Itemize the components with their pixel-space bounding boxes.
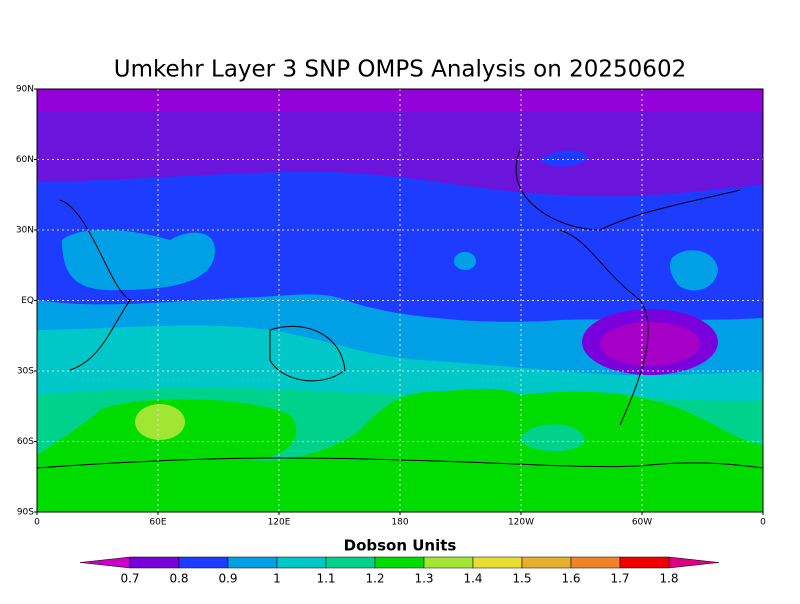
- map-frame: [36, 88, 764, 513]
- x-tick-label: 60E: [149, 518, 166, 528]
- colorbar-label: Dobson Units: [344, 537, 457, 555]
- colorbar-tick-label: 1.1: [316, 572, 335, 586]
- colorbar-tick-label: 1.6: [561, 572, 580, 586]
- x-tick-label: 120W: [508, 518, 534, 528]
- colorbar-tick-label: 1.5: [512, 572, 531, 586]
- colorbar-tick-label: 1.7: [610, 572, 629, 586]
- colorbar-tick-label: 1.3: [414, 572, 433, 586]
- colorbar-box: [276, 556, 327, 569]
- x-tick-label: 0: [760, 518, 766, 528]
- colorbar-tick-label: 0.9: [218, 572, 237, 586]
- y-tick-label: EQ: [21, 296, 34, 306]
- x-tick-label: 180: [391, 518, 408, 528]
- y-tick-label: 90S: [17, 508, 34, 518]
- colorbar-box: [227, 556, 278, 569]
- x-tick-label: 120E: [268, 518, 291, 528]
- colorbar-box: [325, 556, 376, 569]
- colorbar-tick-label: 1.8: [659, 572, 678, 586]
- colorbar-box: [472, 556, 523, 569]
- x-tick-label: 60W: [632, 518, 652, 528]
- colorbar-extension: [79, 556, 131, 569]
- y-tick-label: 60S: [17, 437, 34, 447]
- colorbar-box: [178, 556, 229, 569]
- colorbar-extension: [668, 556, 720, 569]
- y-tick-label: 30N: [16, 226, 34, 236]
- colorbar-box: [423, 556, 474, 569]
- colorbar-box: [570, 556, 621, 569]
- y-tick-label: 60N: [16, 155, 34, 165]
- colorbar-tick-label: 1.4: [463, 572, 482, 586]
- x-tick-label: 0: [34, 518, 40, 528]
- colorbar-tick-label: 0.7: [120, 572, 139, 586]
- y-tick-label: 90N: [16, 85, 34, 95]
- colorbar-box: [619, 556, 670, 569]
- colorbar-tick-label: 0.8: [169, 572, 188, 586]
- colorbar-box: [374, 556, 425, 569]
- colorbar-tick-label: 1.2: [365, 572, 384, 586]
- title: Umkehr Layer 3 SNP OMPS Analysis on 2025…: [114, 57, 686, 83]
- y-tick-label: 30S: [17, 367, 34, 377]
- colorbar-tick-label: 1: [273, 572, 281, 586]
- colorbar-box: [129, 556, 180, 569]
- colorbar: 0.7 0.8 0.9 1 1.1 1.2 1.3 1.4 1.5 1.6 1.7 1.8: [79, 556, 720, 586]
- colorbar-box: [521, 556, 572, 569]
